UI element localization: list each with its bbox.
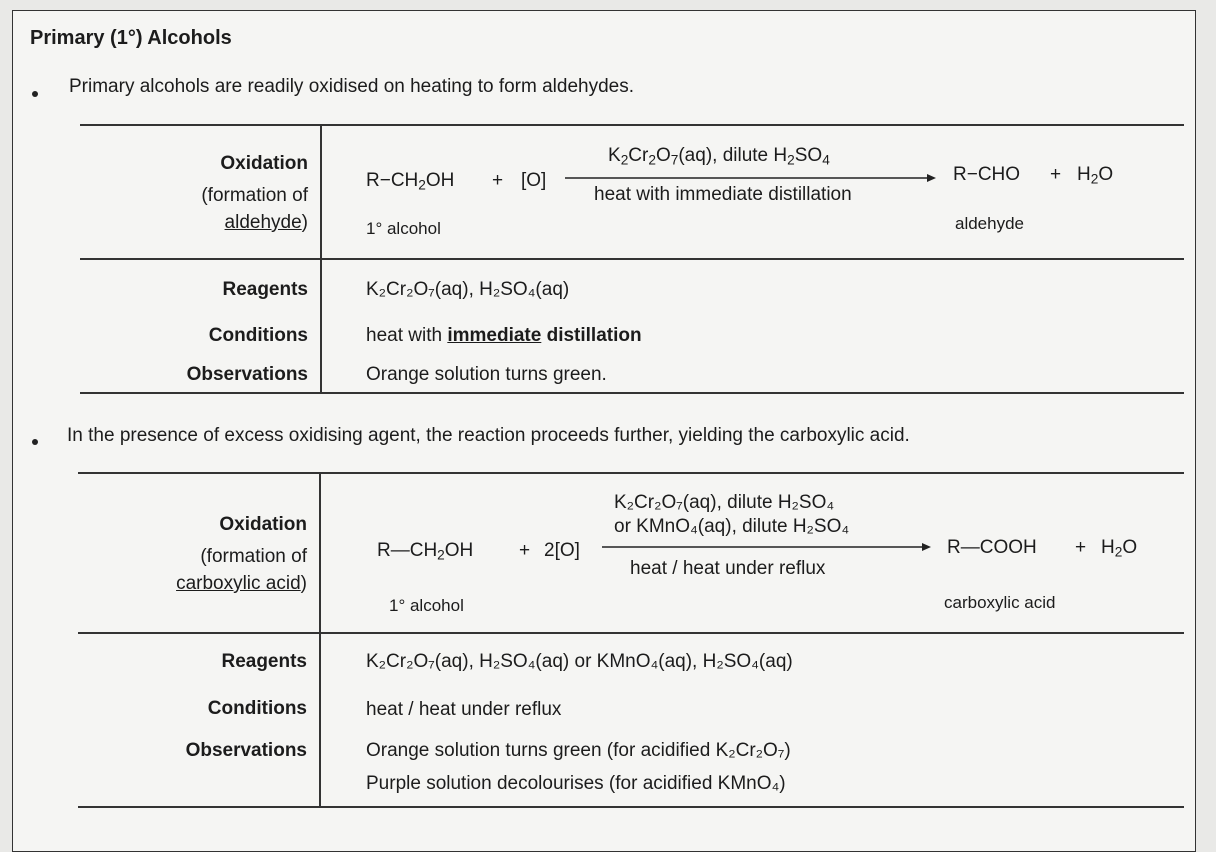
table1-reactant: R−CH2OH [366,170,455,193]
table2-label-oxidation: Oxidation [219,514,307,535]
table2-bottom-rule [78,806,1184,808]
table2-value-observations-1: Orange solution turns green (for acidifi… [366,740,791,761]
table2-product-caption: carboxylic acid [944,593,1056,612]
table1-label-formation-product: aldehyde) [224,212,308,233]
table1-plus-2: + [1050,164,1062,185]
table1-label-formation: (formation of [201,185,308,206]
table2-reagent-line-2: or KMnO₄(aq), dilute H₂SO₄ [614,516,850,537]
section-heading: Primary (1°) Alcohols [30,27,232,49]
table2-value-reagents: K₂Cr₂O₇(aq), H₂SO₄(aq) or KMnO₄(aq), H₂S… [366,651,793,672]
table1-top-rule [80,124,1184,126]
table1-label-reagents: Reagents [222,279,308,300]
bullet-text-1: Primary alcohols are readily oxidised on… [69,76,635,97]
table2-plus-1: + [519,540,531,561]
table2-plus-2: + [1075,537,1087,558]
table2-value-conditions: heat / heat under reflux [366,699,562,720]
table1-product-caption: aldehyde [955,214,1025,233]
table2-reaction-arrow [602,543,931,551]
table1-reaction-arrow [565,174,936,182]
table2-oxidant: 2[O] [544,540,580,561]
table2-reagent-line-1: K₂Cr₂O₇(aq), dilute H₂SO₄ [614,492,835,513]
table2-label-formation: (formation of [200,546,307,567]
table1-label-conditions: Conditions [208,325,308,346]
table2-label-observations: Observations [185,740,307,761]
table1-reactant-caption: 1° alcohol [366,219,441,238]
table2-product: R—COOH [947,537,1037,558]
table1-bottom-rule [80,392,1184,394]
table1-oxidant: [O] [521,170,547,191]
table2-mid-rule [78,632,1184,634]
table1-label-oxidation: Oxidation [220,153,308,174]
table2-value-observations-2: Purple solution decolourises (for acidif… [366,773,786,794]
table1-value-reagents: K₂Cr₂O₇(aq), H₂SO₄(aq) [366,279,570,300]
bullet-point [32,439,38,445]
table2-label-reagents: Reagents [221,651,307,672]
table1-reagent-above-arrow: K2Cr2O7(aq), dilute H2SO4 [608,145,830,168]
table2-top-rule [78,472,1184,474]
table1-product: R−CHO [953,164,1021,185]
table1-label-observations: Observations [186,364,308,385]
table1-mid-rule [80,258,1184,260]
table1-condition-below-arrow: heat with immediate distillation [594,184,852,205]
table2-reactant-caption: 1° alcohol [389,596,464,615]
table1-value-conditions: heat with immediate distillation [366,325,642,346]
table2-label-conditions: Conditions [207,698,307,719]
table1-value-observations: Orange solution turns green. [366,364,607,385]
document-page [12,10,1196,852]
bullet-text-2: In the presence of excess oxidising agen… [67,425,910,446]
table2-reactant: R—CH2OH [377,540,474,563]
table2-column-divider [319,472,321,806]
bullet-point [32,91,38,97]
table2-label-formation-product: carboxylic acid) [176,573,307,594]
table2-water: H2O [1101,537,1138,560]
table1-water: H2O [1077,164,1114,187]
table1-plus-1: + [492,170,504,191]
table2-condition-below-arrow: heat / heat under reflux [630,558,826,579]
